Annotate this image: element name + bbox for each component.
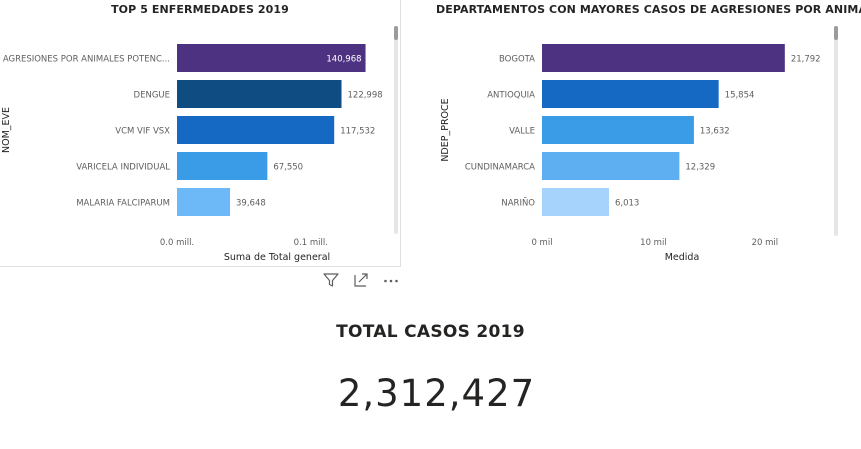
chart-title: DEPARTAMENTOS CON MAYORES CASOS DE AGRES… xyxy=(436,3,861,16)
category-label: NARIÑO xyxy=(501,198,535,209)
x-axis-title: Medida xyxy=(665,252,700,263)
category-label: VARICELA INDIVIDUAL xyxy=(76,163,170,173)
category-label: DENGUE xyxy=(134,91,170,101)
category-label: BOGOTA xyxy=(499,55,535,65)
data-label: 21,792 xyxy=(791,55,821,65)
category-label: CUNDINAMARCA xyxy=(465,163,535,173)
bar xyxy=(542,44,785,72)
scrollbar[interactable] xyxy=(394,26,398,234)
bar xyxy=(177,80,342,108)
x-tick-label: 0.0 mill. xyxy=(160,238,194,248)
bar xyxy=(542,80,719,108)
bar xyxy=(177,116,335,144)
data-label: 13,632 xyxy=(700,127,730,137)
filter-icon[interactable] xyxy=(322,271,340,289)
data-label: 122,998 xyxy=(348,91,383,101)
y-axis-title: NOM_EVE xyxy=(1,107,12,153)
x-tick-label: 20 mil xyxy=(752,238,779,248)
x-tick-label: 0.1 mill. xyxy=(294,238,328,248)
x-axis-title: Suma de Total general xyxy=(224,252,330,263)
data-label: 39,648 xyxy=(236,199,266,209)
chart-top-enfermedades[interactable]: TOP 5 ENFERMEDADES 2019 AGRESIONES POR A… xyxy=(0,0,401,267)
bar xyxy=(542,188,610,216)
bar xyxy=(177,152,268,180)
chart-title: TOP 5 ENFERMEDADES 2019 xyxy=(111,3,289,16)
x-tick-label: 10 mil xyxy=(640,238,667,248)
scrollbar[interactable] xyxy=(834,26,838,236)
data-label: 140,968 xyxy=(326,55,361,65)
visual-header xyxy=(322,270,400,290)
scrollbar-thumb[interactable] xyxy=(834,26,838,40)
scrollbar-thumb[interactable] xyxy=(394,26,398,40)
data-label: 67,550 xyxy=(273,163,303,173)
x-tick-label: 0 mil xyxy=(531,238,552,248)
category-label: AGRESIONES POR ANIMALES POTENC... xyxy=(3,55,170,65)
data-label: 15,854 xyxy=(725,91,755,101)
y-axis-title: NDEP_PROCE xyxy=(440,98,451,161)
data-label: 117,532 xyxy=(340,127,375,137)
card-value: 2,312,427 xyxy=(337,372,536,415)
bar-chart-enfermedades: AGRESIONES POR ANIMALES POTENC... 140,968… xyxy=(1,44,383,263)
bar xyxy=(177,188,231,216)
chart-departamentos[interactable]: DEPARTAMENTOS CON MAYORES CASOS DE AGRES… xyxy=(436,0,861,266)
category-label: VCM VIF VSX xyxy=(115,127,170,137)
more-options-icon[interactable] xyxy=(382,271,400,289)
bar-chart-departamentos: BOGOTA 21,792 ANTIOQUIA 15,854 VALLE 13,632 CU… xyxy=(440,44,821,263)
card-label: TOTAL CASOS 2019 xyxy=(336,322,525,342)
bar xyxy=(542,152,680,180)
bar xyxy=(542,116,694,144)
focus-mode-icon[interactable] xyxy=(352,271,370,289)
data-label: 12,329 xyxy=(685,163,715,173)
bar xyxy=(177,44,366,72)
category-label: MALARIA FALCIPARUM xyxy=(76,199,170,209)
category-label: VALLE xyxy=(509,127,535,137)
category-label: ANTIOQUIA xyxy=(487,91,535,101)
data-label: 6,013 xyxy=(615,199,639,209)
